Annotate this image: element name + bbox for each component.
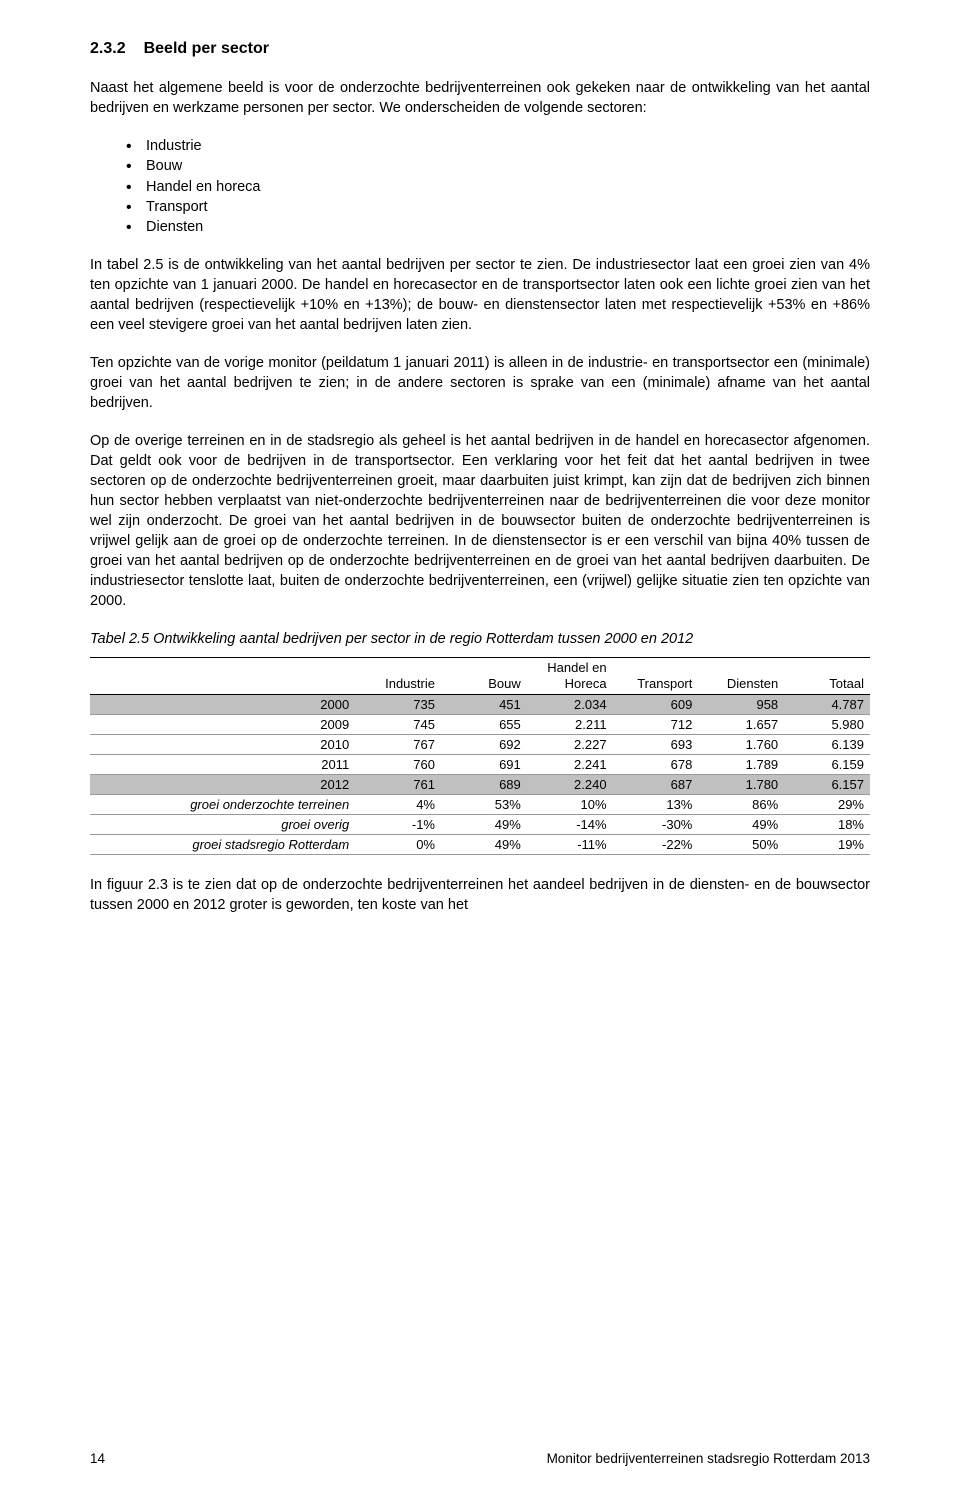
table-row: groei stadsregio Rotterdam0%49%-11%-22%5… xyxy=(90,834,870,854)
table-caption: Tabel 2.5 Ontwikkeling aantal bedrijven … xyxy=(90,631,870,647)
table-header: Transport xyxy=(613,658,699,694)
table-cell: 760 xyxy=(355,754,441,774)
table-header-row: Industrie Bouw Handel en Horeca Transpor… xyxy=(90,658,870,694)
table-cell: 687 xyxy=(613,774,699,794)
table-cell: -11% xyxy=(527,834,613,854)
table-cell: 19% xyxy=(784,834,870,854)
table-cell: 655 xyxy=(441,714,527,734)
table-cell: 678 xyxy=(613,754,699,774)
table-row: 20107676922.2276931.7606.139 xyxy=(90,734,870,754)
table-cell: 767 xyxy=(355,734,441,754)
table-cell: 49% xyxy=(698,814,784,834)
table-cell: 2.227 xyxy=(527,734,613,754)
sector-list: Industrie Bouw Handel en horeca Transpor… xyxy=(90,136,870,237)
table-cell: 689 xyxy=(441,774,527,794)
table-cell: 49% xyxy=(441,834,527,854)
table-header: Handel en Horeca xyxy=(527,658,613,694)
list-item: Diensten xyxy=(146,217,870,237)
table-cell: 693 xyxy=(613,734,699,754)
table-cell: groei onderzochte terreinen xyxy=(90,794,355,814)
list-item: Handel en horeca xyxy=(146,177,870,197)
table-row: 20117606912.2416781.7896.159 xyxy=(90,754,870,774)
page-number: 14 xyxy=(90,1451,105,1466)
table-cell: 691 xyxy=(441,754,527,774)
table-row: 20007354512.0346099584.787 xyxy=(90,694,870,714)
table-cell: groei overig xyxy=(90,814,355,834)
table-cell: 2000 xyxy=(90,694,355,714)
table-cell: 1.789 xyxy=(698,754,784,774)
table-cell: 958 xyxy=(698,694,784,714)
table-row: groei overig-1%49%-14%-30%49%18% xyxy=(90,814,870,834)
heading-title: Beeld per sector xyxy=(144,40,269,57)
table-cell: 6.159 xyxy=(784,754,870,774)
table-row: 20097456552.2117121.6575.980 xyxy=(90,714,870,734)
table-cell: -14% xyxy=(527,814,613,834)
table-cell: 692 xyxy=(441,734,527,754)
paragraph: In figuur 2.3 is te zien dat op de onder… xyxy=(90,875,870,915)
paragraph: Op de overige terreinen en in de stadsre… xyxy=(90,431,870,611)
table-cell: 609 xyxy=(613,694,699,714)
table-header: Totaal xyxy=(784,658,870,694)
table-cell: 10% xyxy=(527,794,613,814)
table-cell: 451 xyxy=(441,694,527,714)
table-cell: 6.139 xyxy=(784,734,870,754)
table-header: Bouw xyxy=(441,658,527,694)
table-cell: 2012 xyxy=(90,774,355,794)
table-row: 20127616892.2406871.7806.157 xyxy=(90,774,870,794)
table-cell: 6.157 xyxy=(784,774,870,794)
table-cell: 2011 xyxy=(90,754,355,774)
section-heading: 2.3.2 Beeld per sector xyxy=(90,40,870,58)
table-cell: 735 xyxy=(355,694,441,714)
table-cell: 29% xyxy=(784,794,870,814)
table-cell: 4% xyxy=(355,794,441,814)
table-cell: 2010 xyxy=(90,734,355,754)
table-cell: 49% xyxy=(441,814,527,834)
table-wrapper: Industrie Bouw Handel en Horeca Transpor… xyxy=(90,657,870,854)
table-header xyxy=(90,658,355,694)
table-cell: 5.980 xyxy=(784,714,870,734)
table-cell: 2.240 xyxy=(527,774,613,794)
document-page: 2.3.2 Beeld per sector Naast het algemene… xyxy=(0,0,960,1494)
table-header: Industrie xyxy=(355,658,441,694)
table-cell: 50% xyxy=(698,834,784,854)
table-cell: 1.760 xyxy=(698,734,784,754)
data-table: Industrie Bouw Handel en Horeca Transpor… xyxy=(90,658,870,854)
table-cell: 86% xyxy=(698,794,784,814)
table-header: Diensten xyxy=(698,658,784,694)
heading-number: 2.3.2 xyxy=(90,40,126,58)
table-cell: 4.787 xyxy=(784,694,870,714)
page-footer: 14 Monitor bedrijventerreinen stadsregio… xyxy=(90,1451,870,1466)
paragraph: In tabel 2.5 is de ontwikkeling van het … xyxy=(90,255,870,335)
table-cell: 712 xyxy=(613,714,699,734)
table-cell: 13% xyxy=(613,794,699,814)
list-item: Bouw xyxy=(146,156,870,176)
table-cell: 2009 xyxy=(90,714,355,734)
table-cell: 2.241 xyxy=(527,754,613,774)
table-cell: 2.211 xyxy=(527,714,613,734)
table-cell: -30% xyxy=(613,814,699,834)
list-item: Industrie xyxy=(146,136,870,156)
table-row: groei onderzochte terreinen4%53%10%13%86… xyxy=(90,794,870,814)
paragraph-intro: Naast het algemene beeld is voor de onde… xyxy=(90,78,870,118)
table-cell: 0% xyxy=(355,834,441,854)
table-cell: -1% xyxy=(355,814,441,834)
table-cell: 1.657 xyxy=(698,714,784,734)
table-cell: 761 xyxy=(355,774,441,794)
table-cell: 2.034 xyxy=(527,694,613,714)
table-cell: groei stadsregio Rotterdam xyxy=(90,834,355,854)
table-cell: 1.780 xyxy=(698,774,784,794)
table-cell: 745 xyxy=(355,714,441,734)
paragraph: Ten opzichte van de vorige monitor (peil… xyxy=(90,353,870,413)
table-cell: 18% xyxy=(784,814,870,834)
table-cell: 53% xyxy=(441,794,527,814)
footer-title: Monitor bedrijventerreinen stadsregio Ro… xyxy=(547,1451,870,1466)
table-cell: -22% xyxy=(613,834,699,854)
list-item: Transport xyxy=(146,197,870,217)
